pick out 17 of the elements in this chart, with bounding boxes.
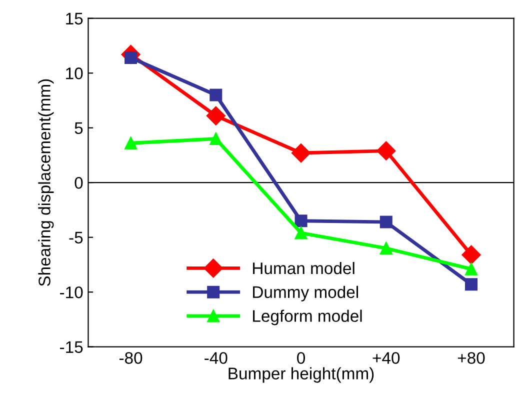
x-tick-label: 0 xyxy=(297,352,306,364)
legend-label: Legform model xyxy=(253,310,362,326)
x-tick-label: +40 xyxy=(372,352,400,364)
legend-label: Dummy model xyxy=(253,286,358,302)
x-tick-label: -40 xyxy=(204,352,228,364)
y-tick-label: 10 xyxy=(66,68,83,80)
x-tick-label: -80 xyxy=(119,352,142,364)
y-tick-label: 15 xyxy=(66,12,83,25)
x-axis-title: Bumper height(mm) xyxy=(228,367,374,383)
y-tick-label: -5 xyxy=(69,232,83,244)
x-tick-label: +80 xyxy=(458,352,485,364)
y-tick-label: 5 xyxy=(74,122,83,134)
y-axis-title: Shearing displacement(mm) xyxy=(38,79,54,286)
y-tick-label: 0 xyxy=(74,176,83,189)
legend-label: Human model xyxy=(253,262,354,274)
y-tick-label: -10 xyxy=(60,286,83,298)
y-tick-label: -15 xyxy=(60,341,83,354)
